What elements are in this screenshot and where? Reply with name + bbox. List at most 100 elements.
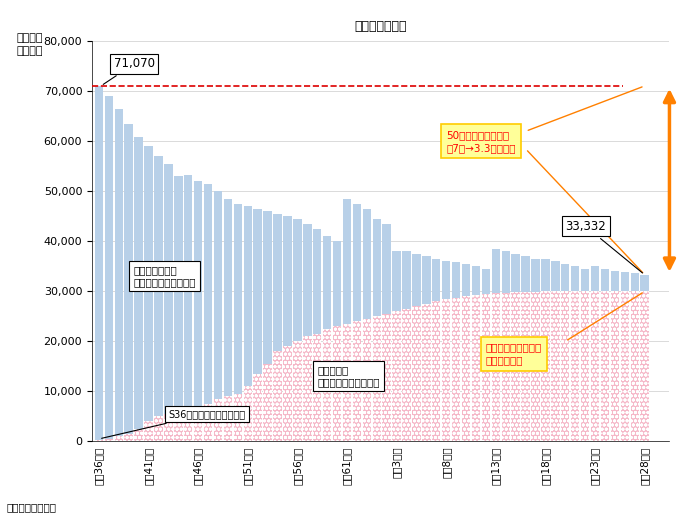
Bar <box>363 319 371 441</box>
Bar <box>204 404 212 441</box>
Bar <box>561 264 569 291</box>
Bar <box>512 293 520 441</box>
Bar <box>502 293 510 441</box>
Bar <box>621 291 629 441</box>
Text: 踏切道数
（か所）: 踏切道数 （か所） <box>17 33 43 57</box>
Text: 第１種踏切
（遷断機のある踏切）: 第１種踏切 （遷断機のある踏切） <box>317 366 379 387</box>
Bar <box>254 209 262 374</box>
Bar <box>263 211 272 364</box>
Bar <box>541 291 550 441</box>
Bar <box>303 336 311 441</box>
Bar <box>521 292 530 441</box>
Bar <box>600 291 610 441</box>
Bar <box>303 224 311 336</box>
Text: 33,332: 33,332 <box>565 220 642 273</box>
Bar <box>482 295 490 441</box>
Bar <box>402 251 411 309</box>
Bar <box>154 157 163 417</box>
Bar <box>333 327 341 441</box>
Bar <box>164 414 172 441</box>
Bar <box>184 411 193 441</box>
Bar <box>174 176 183 413</box>
Bar <box>640 291 649 441</box>
Bar <box>145 421 153 441</box>
Bar <box>164 414 172 441</box>
Bar <box>95 440 103 441</box>
Bar <box>630 291 639 441</box>
Bar <box>382 314 391 441</box>
Bar <box>254 374 262 441</box>
Bar <box>303 336 311 441</box>
Bar <box>621 272 629 291</box>
Bar <box>194 409 202 441</box>
Bar <box>273 351 281 441</box>
Bar <box>124 434 133 441</box>
Bar <box>243 386 252 441</box>
Bar <box>234 394 242 441</box>
Bar <box>323 236 332 329</box>
Bar <box>373 316 381 441</box>
Text: 資料）国土交通省: 資料）国土交通省 <box>7 503 57 512</box>
Bar <box>521 292 530 441</box>
Bar <box>571 291 580 441</box>
Bar <box>611 291 619 441</box>
Bar <box>571 291 580 441</box>
Bar <box>442 299 450 441</box>
Bar <box>214 192 222 399</box>
Bar <box>502 251 510 293</box>
Bar <box>531 292 540 441</box>
Bar <box>333 242 341 327</box>
Bar <box>452 298 460 441</box>
Bar <box>412 254 420 306</box>
Bar <box>154 417 163 441</box>
Bar <box>382 224 391 314</box>
Bar <box>313 334 321 441</box>
Bar <box>393 251 401 312</box>
Bar <box>412 306 420 441</box>
Bar <box>284 216 292 347</box>
Bar <box>224 397 232 441</box>
Bar <box>243 386 252 441</box>
Bar <box>581 291 589 441</box>
Bar <box>323 329 332 441</box>
Bar <box>611 271 619 291</box>
Bar <box>95 440 103 441</box>
Bar <box>373 219 381 316</box>
Bar <box>313 334 321 441</box>
Bar <box>134 429 143 441</box>
Bar <box>472 296 480 441</box>
Bar <box>512 254 520 293</box>
Bar <box>115 109 123 436</box>
Bar <box>422 304 431 441</box>
Bar <box>363 209 371 319</box>
Text: 50年で踏切数は半減
（7万→3.3万箇所）: 50年で踏切数は半減 （7万→3.3万箇所） <box>446 130 516 153</box>
Bar <box>393 312 401 441</box>
Bar <box>273 351 281 441</box>
Bar <box>472 266 480 296</box>
Bar <box>581 291 589 441</box>
Bar <box>521 256 530 292</box>
Bar <box>194 181 202 409</box>
Bar <box>174 413 183 441</box>
Bar <box>224 397 232 441</box>
Bar <box>461 264 471 296</box>
Bar <box>293 341 302 441</box>
Bar <box>402 309 411 441</box>
Text: 遷断機の無い踏切は
踏切道の１割: 遷断機の無い踏切は 踏切道の１割 <box>486 342 542 366</box>
Bar <box>145 421 153 441</box>
Bar <box>571 266 580 291</box>
Bar <box>611 291 619 441</box>
Bar <box>491 294 500 441</box>
Bar <box>452 262 460 298</box>
Bar <box>512 293 520 441</box>
Bar <box>581 269 589 291</box>
Bar <box>472 296 480 441</box>
Bar <box>352 321 361 441</box>
Bar <box>531 259 540 292</box>
Bar <box>422 256 431 304</box>
Bar <box>482 295 490 441</box>
Bar <box>115 436 123 441</box>
Bar <box>591 291 599 441</box>
Bar <box>541 291 550 441</box>
Bar <box>640 291 649 441</box>
